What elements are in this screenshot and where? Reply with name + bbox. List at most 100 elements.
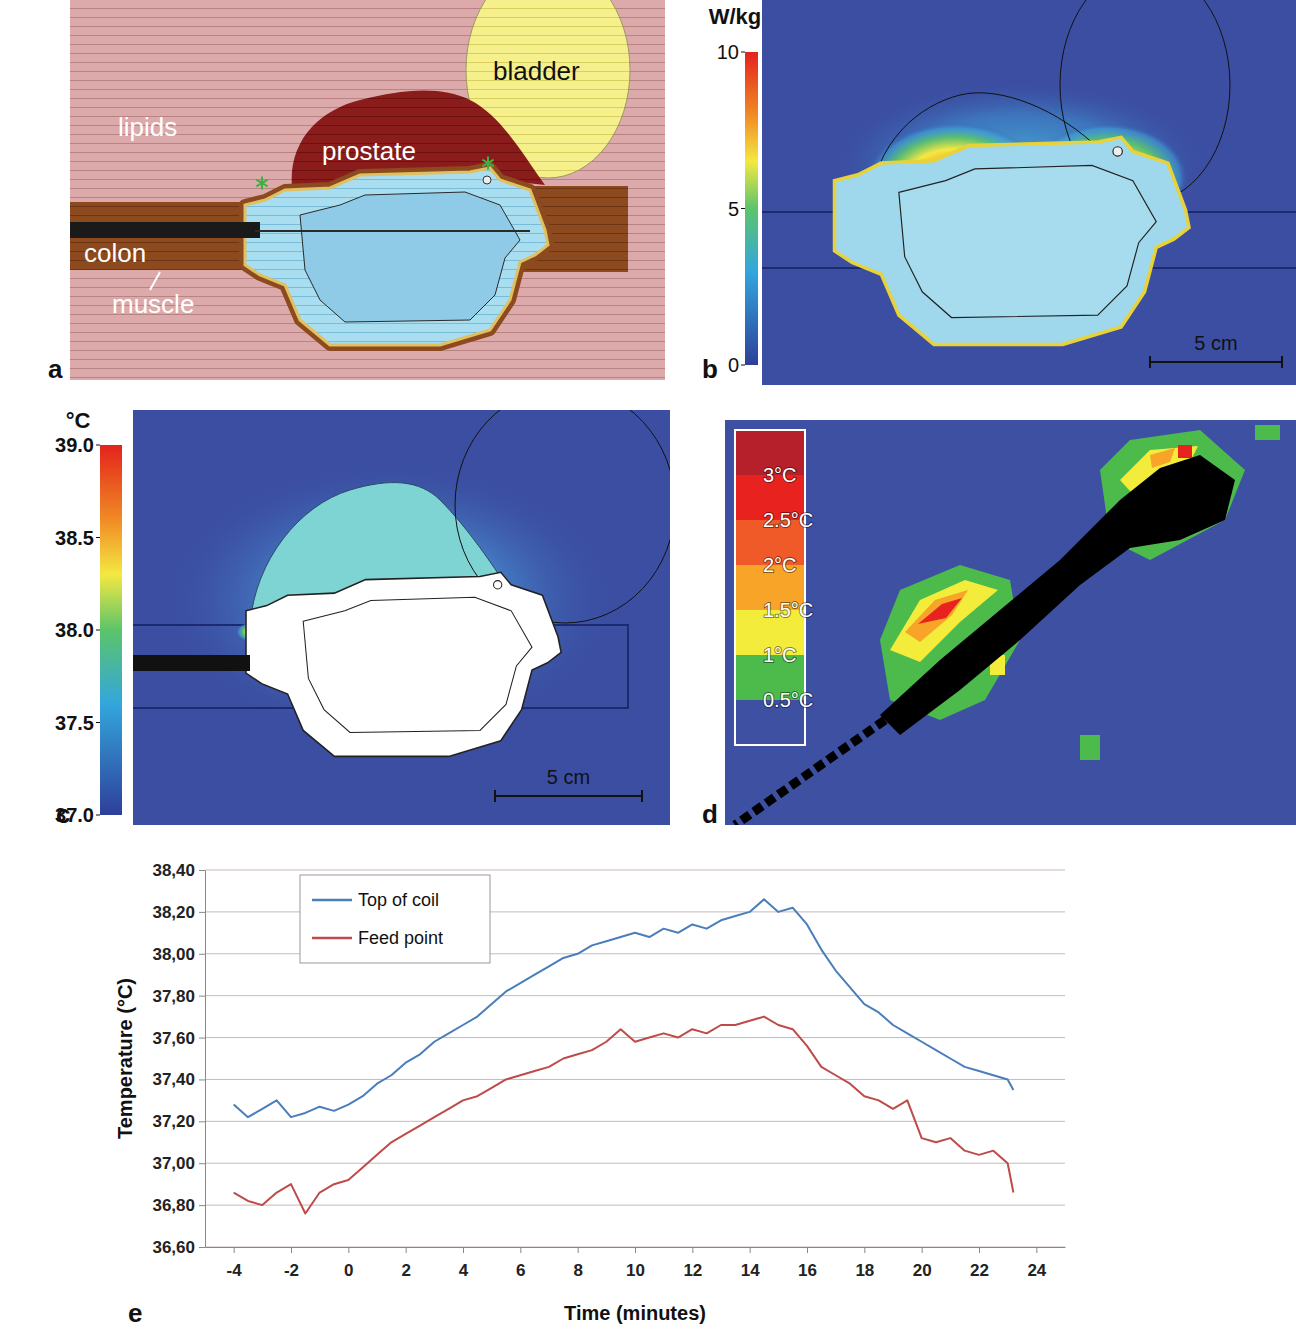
colorbar-title: W/kg xyxy=(709,4,762,29)
tick-label: 37,00 xyxy=(152,1154,195,1173)
device-inner xyxy=(899,165,1156,317)
tick-label: 12 xyxy=(683,1261,702,1280)
colorbar-tick xyxy=(96,630,100,631)
legend-label: Feed point xyxy=(358,928,443,948)
legend-line xyxy=(312,937,352,940)
panel-letter: b xyxy=(702,354,718,384)
temperature-patch xyxy=(1255,425,1280,440)
tick-label: 24 xyxy=(1027,1261,1046,1280)
tick-mark xyxy=(463,1247,464,1253)
colon-left xyxy=(70,202,260,270)
tick-mark xyxy=(291,1247,292,1253)
tick-mark xyxy=(199,1121,205,1122)
tick: 10 xyxy=(626,1247,645,1280)
map-bg xyxy=(725,420,1296,825)
panel-d: 3°C2.5°C2°C1.5°C1°C0.5°Cd xyxy=(702,420,1296,829)
tick-mark xyxy=(692,1247,693,1253)
tick-label: -2 xyxy=(284,1261,299,1280)
tick-label: 22 xyxy=(970,1261,989,1280)
region-label: bladder xyxy=(493,56,580,86)
colorbar-title: °C xyxy=(66,408,91,433)
tick-mark xyxy=(199,1163,205,1164)
panel-letter: c xyxy=(56,799,70,829)
tick-mark xyxy=(578,1247,579,1253)
temperature-patch xyxy=(905,590,968,642)
panel-b-map xyxy=(762,0,1296,385)
grid-line xyxy=(205,995,1065,996)
colorbar-label: 0 xyxy=(728,354,739,376)
device-balloon xyxy=(835,137,1190,344)
colorbar xyxy=(100,445,122,815)
colorbar-tick xyxy=(741,52,745,53)
tick-mark xyxy=(199,870,205,871)
lipids-area xyxy=(70,0,665,380)
series-line xyxy=(234,1017,1014,1214)
legend-label: 0.5°C xyxy=(763,689,813,711)
tick-label: 38,20 xyxy=(152,903,195,922)
tick: 20 xyxy=(913,1247,932,1280)
legend-label: 3°C xyxy=(763,464,797,486)
device-balloon xyxy=(246,572,561,756)
colorbar-label: 10 xyxy=(717,41,739,63)
colorbar-tick xyxy=(96,445,100,446)
y-axis-title: Temperature (°C) xyxy=(114,978,136,1139)
region-label: lipids xyxy=(118,112,177,142)
tick-label: 38,00 xyxy=(152,945,195,964)
legend: Top of coil Feed point xyxy=(300,875,490,963)
tick-label: 0 xyxy=(344,1261,353,1280)
legend-label: Top of coil xyxy=(358,890,439,910)
tick-label: 6 xyxy=(516,1261,525,1280)
temperature-patch xyxy=(1080,735,1100,760)
tick: 38,00 xyxy=(152,945,205,964)
scale-bar-label: 5 cm xyxy=(547,766,590,788)
colorbar-label: 39.0 xyxy=(55,434,94,456)
coil-point xyxy=(494,581,502,589)
panel-a-shapes xyxy=(70,0,665,380)
tick-label: 37,60 xyxy=(152,1028,195,1047)
tick-mark xyxy=(520,1247,521,1253)
tick-label: 38,40 xyxy=(152,861,195,880)
panel-d-map xyxy=(725,420,1296,825)
tick: -2 xyxy=(284,1247,299,1280)
region-label: muscle xyxy=(112,289,194,319)
tick-mark xyxy=(807,1247,808,1253)
tick-mark xyxy=(199,1205,205,1206)
grid-line xyxy=(205,1163,1065,1164)
grid-line xyxy=(205,1079,1065,1080)
probe-marker xyxy=(256,176,267,189)
tick-mark xyxy=(922,1247,923,1253)
tick-label: 37,20 xyxy=(152,1112,195,1131)
tick: 22 xyxy=(970,1247,989,1280)
colorbar-tick xyxy=(96,815,100,816)
tick-label: 14 xyxy=(741,1261,760,1280)
tick-label: 36,80 xyxy=(152,1196,195,1215)
legend-label: 2°C xyxy=(763,554,797,576)
tick-label: 4 xyxy=(459,1261,469,1280)
tick: 18 xyxy=(855,1247,874,1280)
y-axis: 36,6036,8037,0037,2037,4037,6037,8038,00… xyxy=(152,861,205,1257)
catheter-artifact xyxy=(880,455,1235,735)
tick-mark xyxy=(979,1247,980,1253)
grid-line xyxy=(205,1121,1065,1122)
tick: 38,20 xyxy=(152,903,205,922)
colorbar-tick xyxy=(96,537,100,538)
colorbar-tick xyxy=(741,208,745,209)
tick-mark xyxy=(199,954,205,955)
tick: 2 xyxy=(401,1247,410,1280)
panel-b: W/kg05105 cmb xyxy=(702,0,1296,385)
tick: -4 xyxy=(227,1247,243,1280)
colorbar xyxy=(745,52,758,365)
tick-mark xyxy=(864,1247,865,1253)
tick: 37,40 xyxy=(152,1070,205,1089)
temperature-patch xyxy=(918,598,962,624)
tick: 37,80 xyxy=(152,987,205,1006)
tick-mark xyxy=(234,1247,235,1253)
panel-letter: d xyxy=(702,799,718,829)
tick: 37,60 xyxy=(152,1028,205,1047)
colorbar-tick xyxy=(741,365,745,366)
muscle-layer xyxy=(245,168,548,345)
coil-point xyxy=(1113,147,1122,156)
tick-mark xyxy=(199,912,205,913)
map-bg xyxy=(762,0,1296,385)
grid-line xyxy=(205,1037,1065,1038)
